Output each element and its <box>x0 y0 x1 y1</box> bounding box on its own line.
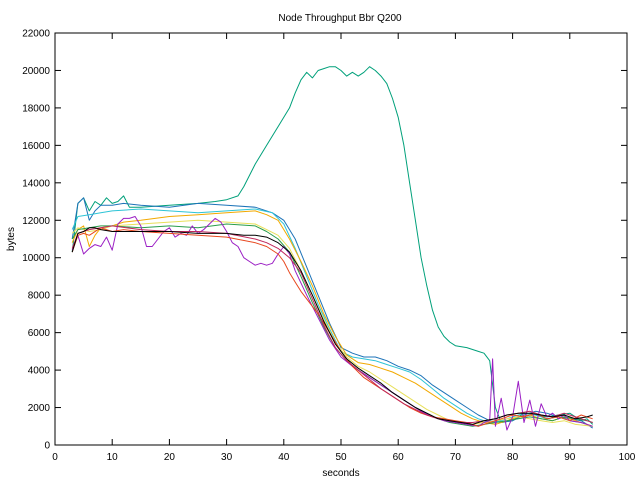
x-tick-label: 0 <box>52 452 58 463</box>
x-tick-label: 70 <box>450 452 462 463</box>
x-tick-label: 100 <box>619 452 636 463</box>
x-axis-label: seconds <box>322 468 359 479</box>
y-tick-label: 4000 <box>28 366 51 377</box>
y-tick-label: 22000 <box>22 29 50 40</box>
x-tick-label: 10 <box>107 452 119 463</box>
x-tick-label: 30 <box>221 452 233 463</box>
series-line <box>71 208 593 427</box>
x-tick-label: 50 <box>335 452 347 463</box>
series-line <box>71 227 593 425</box>
x-tick-label: 80 <box>507 452 519 463</box>
x-tick-label: 90 <box>564 452 576 463</box>
series-line <box>71 216 593 431</box>
series-line <box>71 225 593 423</box>
y-tick-label: 6000 <box>28 328 51 339</box>
x-tick-label: 40 <box>278 452 290 463</box>
y-tick-label: 10000 <box>22 253 50 264</box>
series-line <box>71 66 594 425</box>
y-tick-label: 0 <box>44 441 50 452</box>
axes-layer: 0 10 20 30 40 50 60 70 80 90 100 0 2000 4000 6000 8000 1… <box>22 29 636 464</box>
x-tick-label: 60 <box>393 452 405 463</box>
y-tick-label: 20000 <box>22 66 50 77</box>
y-tick-label: 18000 <box>22 103 50 114</box>
series-layer <box>71 66 594 431</box>
y-tick-label: 16000 <box>22 141 50 152</box>
y-tick-label: 2000 <box>28 403 51 414</box>
x-tick-label: 20 <box>164 452 176 463</box>
y-axis-label: bytes <box>6 227 17 251</box>
y-tick-label: 12000 <box>22 216 50 227</box>
y-tick-label: 14000 <box>22 178 50 189</box>
series-line <box>71 219 593 427</box>
y-tick-label: 8000 <box>28 291 51 302</box>
plot-frame <box>54 32 628 446</box>
chart-title: Node Throughput Bbr Q200 <box>278 13 402 24</box>
